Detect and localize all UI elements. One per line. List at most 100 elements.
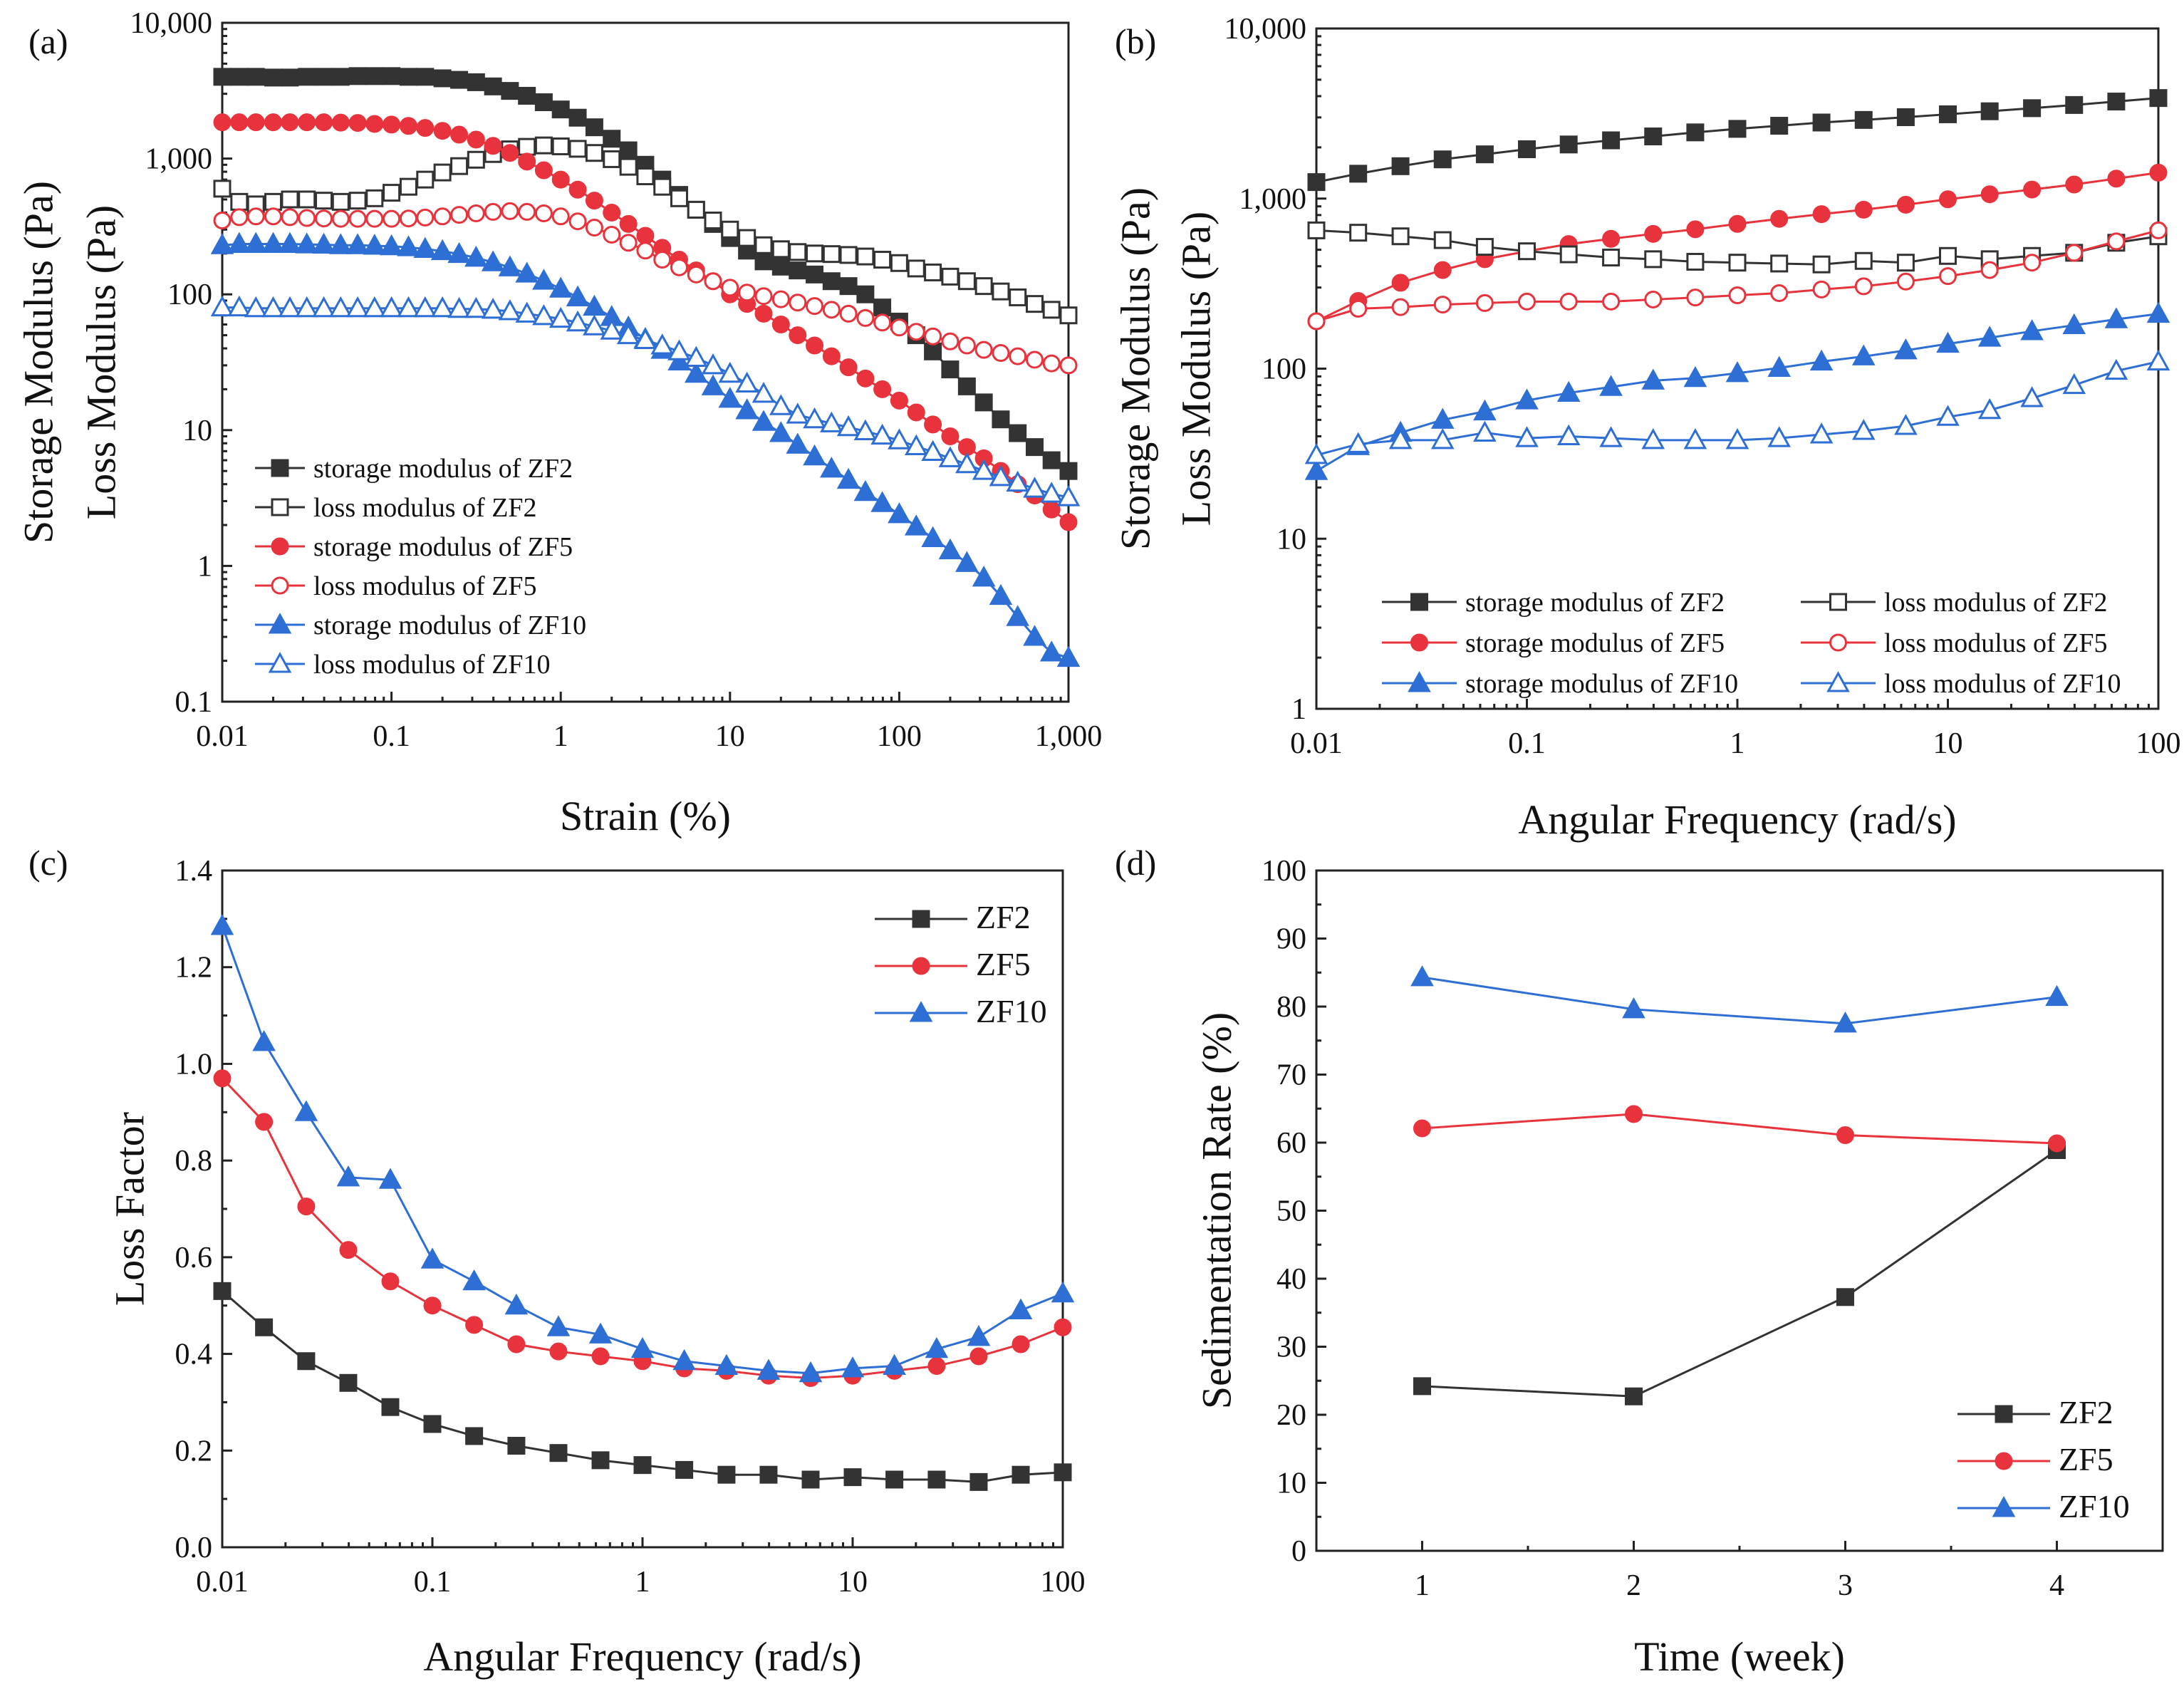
data-point: [568, 180, 587, 199]
x-tick-label: 100: [1041, 1566, 1086, 1599]
data-point: [684, 345, 708, 368]
data-point: [924, 327, 942, 345]
data-point: [298, 190, 316, 209]
data-point: [806, 336, 824, 355]
series-line: [1422, 976, 2057, 1025]
data-point: [636, 241, 655, 260]
data-point: [1006, 470, 1029, 492]
data-point: [399, 68, 417, 86]
data-point: [2146, 301, 2170, 323]
data-point: [820, 411, 843, 432]
legend-marker: [268, 652, 292, 673]
data-point: [1602, 292, 1621, 311]
data-point: [1812, 113, 1831, 132]
data-point: [297, 1352, 316, 1371]
data-point: [230, 208, 249, 227]
data-point: [769, 421, 793, 442]
data-point: [2107, 93, 2126, 111]
data-point: [315, 192, 333, 210]
data-point: [331, 113, 350, 132]
data-point: [498, 299, 522, 321]
legend-entry: loss modulus of ZF5: [1884, 628, 2108, 658]
data-point: [836, 415, 860, 437]
data-point: [1683, 365, 1707, 388]
data-point: [2048, 1134, 2066, 1153]
legend-marker: [271, 498, 289, 516]
data-point: [836, 467, 860, 489]
y-tick-label: 1: [1291, 693, 1306, 726]
data-point: [856, 308, 875, 327]
data-point: [843, 1468, 862, 1487]
data-point: [789, 293, 807, 312]
data-point: [213, 1282, 232, 1300]
data-point: [672, 1349, 696, 1371]
y-tick-label: 100: [1262, 353, 1306, 386]
data-point: [1896, 272, 1915, 291]
data-point: [1349, 224, 1368, 242]
legend-entry: storage modulus of ZF5: [1465, 628, 1725, 658]
data-point: [484, 77, 502, 95]
data-point: [1599, 375, 1623, 396]
data-point: [1602, 229, 1621, 248]
data-point: [1602, 131, 1621, 150]
data-point: [281, 190, 299, 209]
data-point: [1854, 251, 1873, 270]
data-point: [534, 136, 553, 155]
x-tick-label: 0.1: [373, 720, 410, 753]
y-tick-label: 20: [1276, 1399, 1306, 1432]
data-point: [1346, 432, 1371, 453]
data-point: [315, 209, 333, 228]
data-point: [1809, 422, 1834, 444]
data-point: [532, 304, 556, 326]
data-point: [2104, 307, 2128, 328]
data-point: [924, 263, 942, 281]
data-point: [1625, 1387, 1643, 1405]
data-point: [1559, 245, 1578, 264]
data-point: [2065, 244, 2084, 262]
data-point: [1430, 407, 1455, 429]
data-point: [1059, 513, 1078, 531]
data-point: [1894, 338, 1918, 360]
data-point: [1413, 1119, 1431, 1138]
x-axis-title-b: Angular Frequency (rad/s): [1518, 796, 1956, 843]
x-tick-label: 2: [1626, 1569, 1641, 1602]
data-point: [786, 402, 810, 424]
y-tick-label: 70: [1276, 1059, 1306, 1092]
legend-entry: storage modulus of ZF10: [313, 610, 586, 640]
data-point: [481, 250, 505, 271]
data-point: [501, 82, 519, 100]
x-tick-label: 1,000: [1035, 720, 1103, 753]
data-point: [363, 296, 387, 318]
data-point: [430, 296, 454, 318]
data-point: [675, 1460, 694, 1479]
data-point: [1686, 289, 1705, 307]
data-point: [246, 207, 265, 226]
data-point: [992, 282, 1010, 301]
legend-d: ZF2 ZF5 ZF10: [1957, 1394, 2130, 1524]
data-point: [548, 276, 573, 298]
legend-marker: [271, 459, 289, 477]
data-point: [534, 204, 553, 222]
x-axis-title-c: Angular Frequency (rad/s): [423, 1633, 861, 1680]
data-point: [957, 272, 976, 291]
data-point: [397, 235, 420, 256]
y-tick-label: 10: [182, 415, 212, 447]
x-tick-label: 10: [1933, 727, 1963, 760]
data-point: [873, 313, 892, 332]
data-point: [701, 353, 725, 375]
data-point: [2107, 232, 2126, 251]
data-point: [1056, 485, 1081, 506]
data-point: [771, 290, 790, 308]
data-point: [430, 239, 454, 261]
data-point: [907, 403, 925, 422]
y-tick-label: 60: [1276, 1127, 1306, 1160]
data-point: [759, 1465, 778, 1484]
x-tick-label: 0.1: [414, 1566, 452, 1599]
data-point: [957, 336, 976, 355]
data-point: [687, 200, 705, 219]
data-point: [566, 310, 590, 332]
data-point: [1006, 605, 1029, 626]
x-tick-label: 1: [1730, 727, 1745, 760]
legend-marker: [271, 576, 289, 595]
data-point: [1042, 451, 1061, 469]
